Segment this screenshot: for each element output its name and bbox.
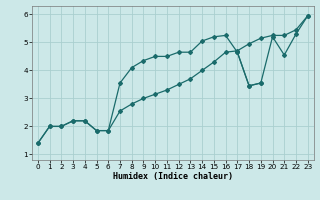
X-axis label: Humidex (Indice chaleur): Humidex (Indice chaleur): [113, 172, 233, 181]
